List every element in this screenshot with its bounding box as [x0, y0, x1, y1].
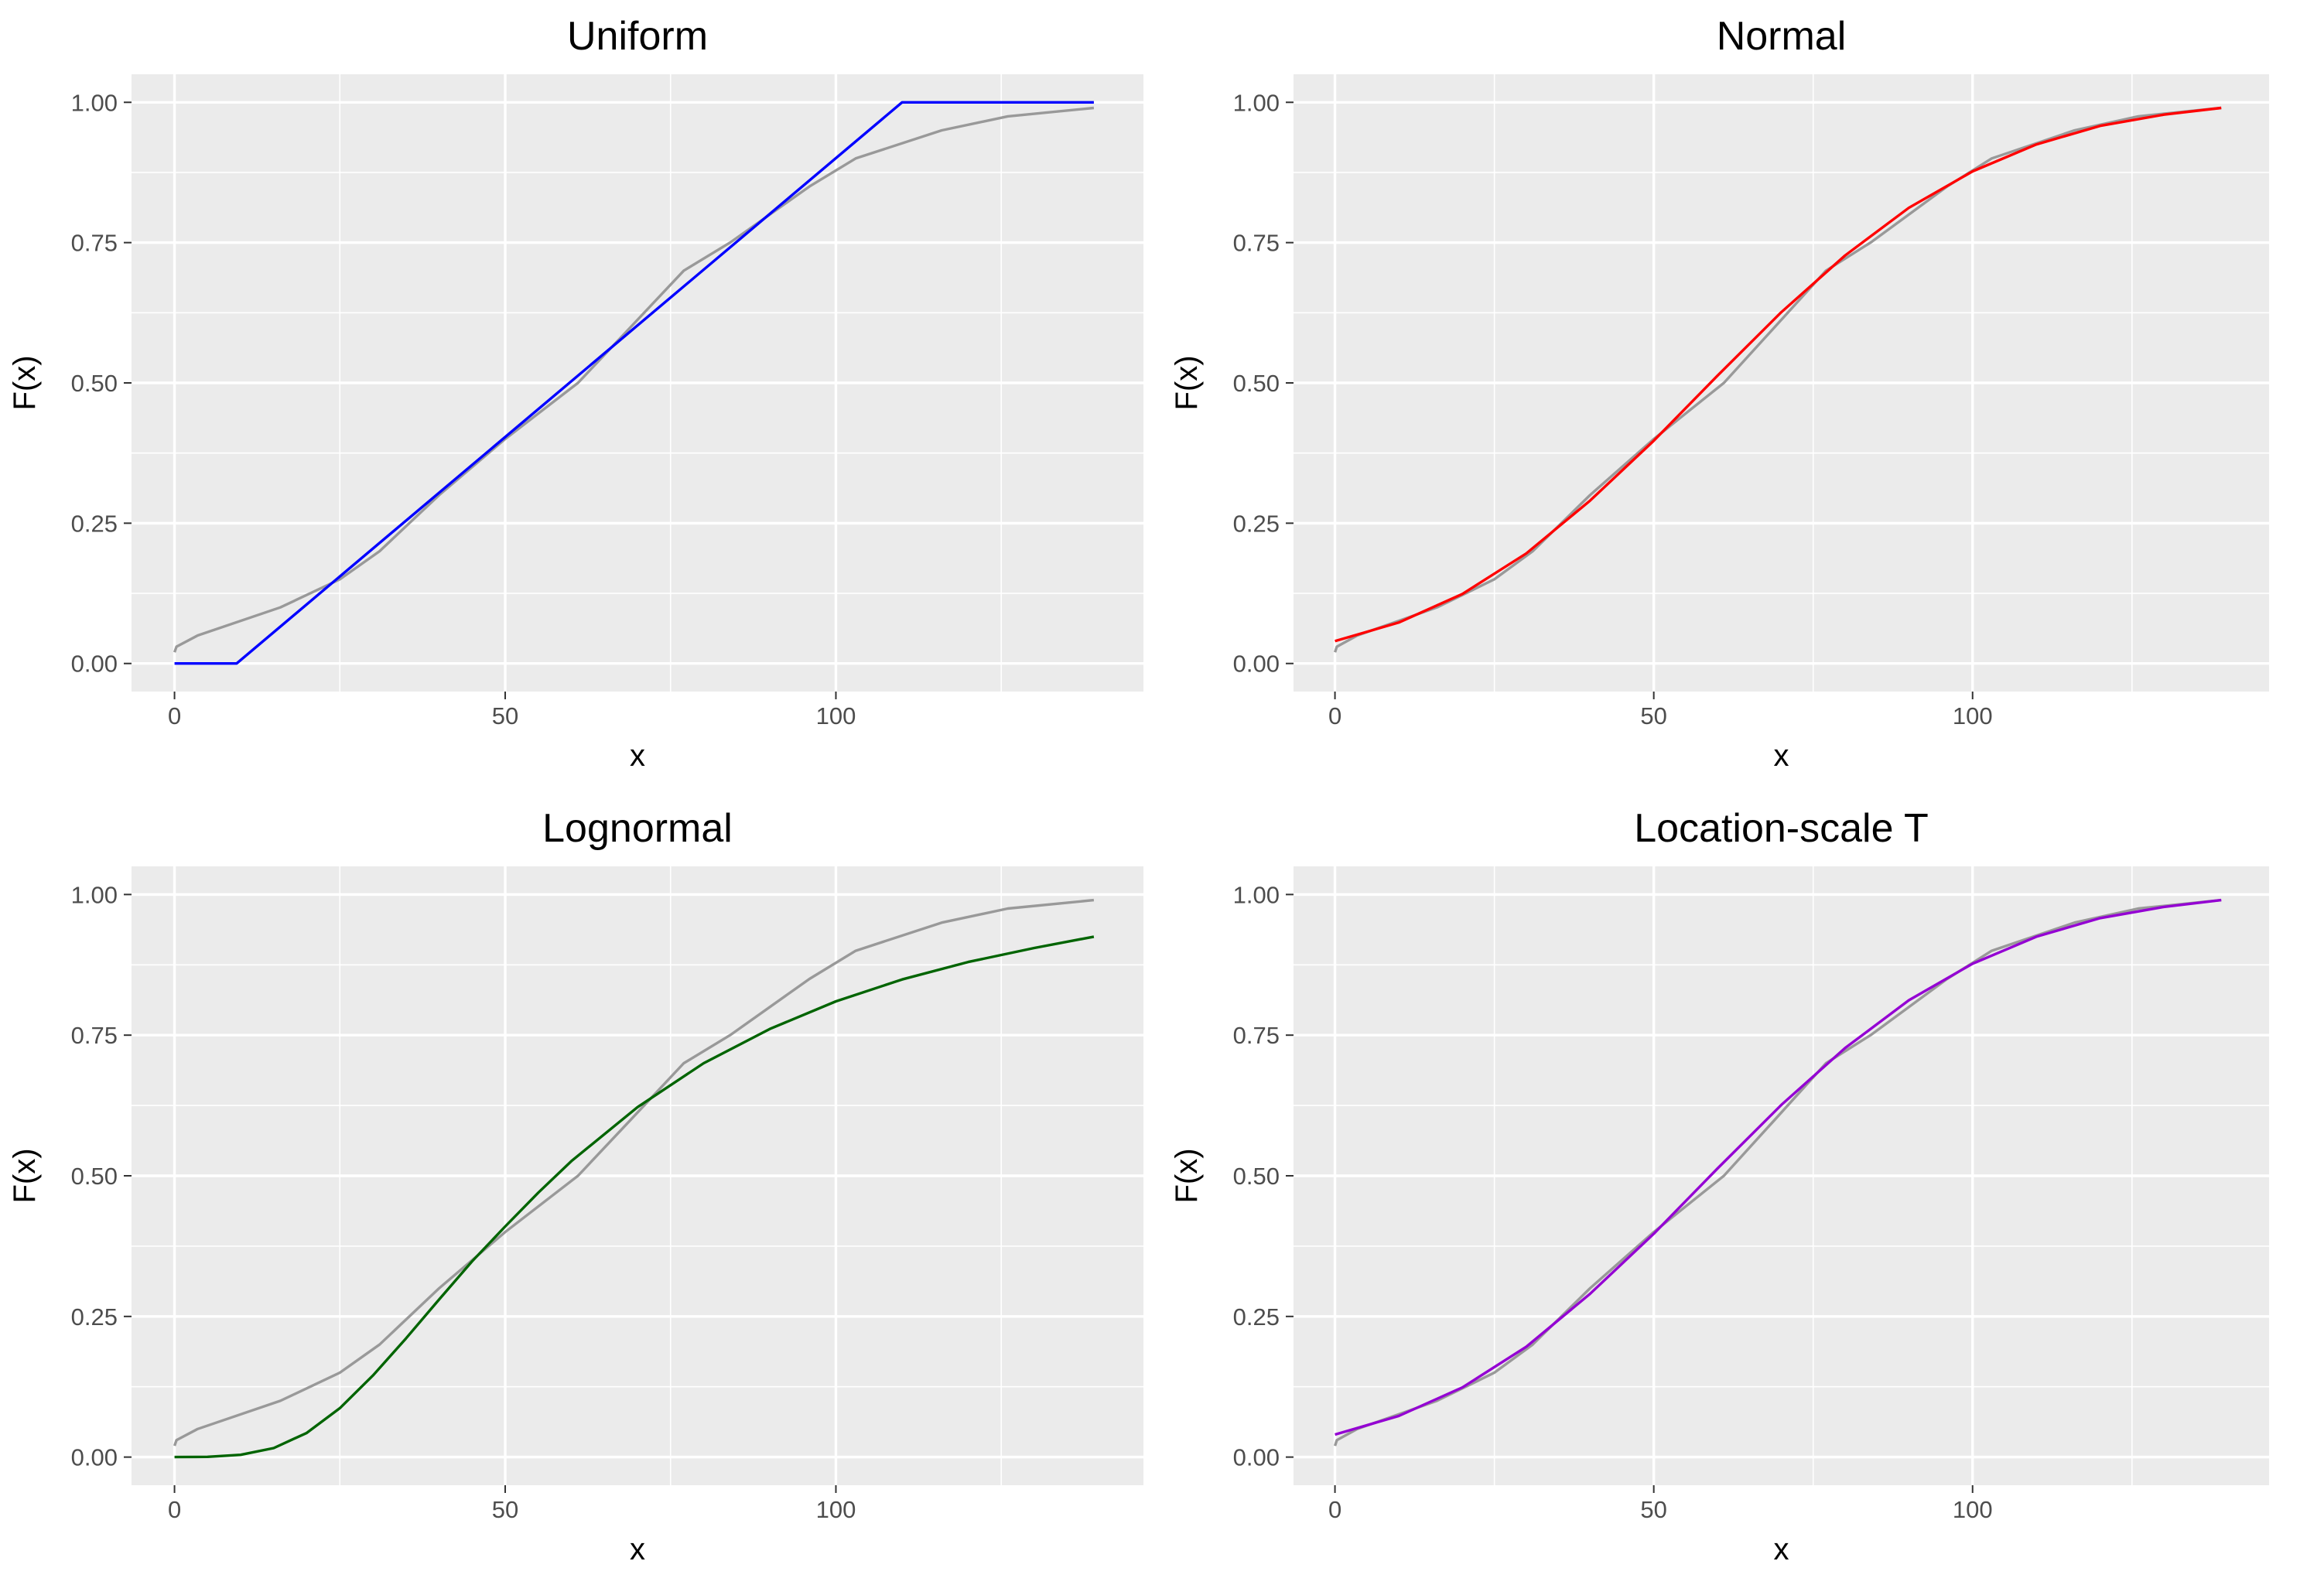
y-tick-label: 0.00 [71, 651, 118, 678]
series-line-empirical [173, 106, 1095, 653]
x-tick-label: 50 [492, 702, 518, 729]
y-tick-label: 0.75 [71, 1022, 118, 1049]
y-tick-label: 0.25 [1233, 1303, 1280, 1331]
x-tick-label: 100 [816, 1496, 856, 1523]
y-axis-label: F(x) [8, 1148, 42, 1203]
x-tick-label: 50 [492, 1496, 518, 1523]
series-line-fitted [1335, 106, 2222, 643]
x-tick-label: 0 [168, 702, 181, 729]
y-tick-label: 0.50 [1233, 370, 1280, 397]
x-tick-label: 50 [1640, 702, 1666, 729]
y-tick-label: 0.75 [1233, 230, 1280, 257]
x-tick-label: 0 [1328, 1496, 1341, 1523]
y-tick-label: 1.00 [1233, 89, 1280, 116]
y-tick-label: 0.75 [71, 230, 118, 257]
chart-title: Location-scale T [1634, 806, 1929, 851]
y-axis-label: F(x) [1170, 1148, 1204, 1203]
x-tick-label: 100 [816, 702, 856, 729]
y-axis-label: F(x) [8, 355, 42, 410]
x-axis-label: x [1774, 739, 1789, 773]
y-tick-label: 0.25 [1233, 510, 1280, 537]
y-tick-label: 0.00 [1233, 1444, 1280, 1471]
x-tick-label: 100 [1953, 1496, 1993, 1523]
chart-title: Uniform [567, 14, 708, 59]
y-tick-label: 0.75 [1233, 1022, 1280, 1049]
series-line-empirical [173, 898, 1095, 1447]
x-tick-label: 0 [168, 1496, 181, 1523]
y-tick-label: 0.00 [71, 1444, 118, 1471]
chart-panel-0: 0 50 100 0.00 0.25 0.50 0.75 1.00 Uniform x F(x) [8, 14, 1143, 773]
chart-panel-1: 0 50 100 0.00 0.25 0.50 0.75 1.00 Normal x F(x) [1170, 14, 2269, 773]
y-tick-label: 0.25 [71, 1303, 118, 1331]
y-tick-label: 1.00 [1233, 881, 1280, 908]
y-tick-label: 0.50 [71, 370, 118, 397]
x-tick-label: 50 [1640, 1496, 1666, 1523]
series-line-fitted [174, 101, 1094, 665]
chart-title: Normal [1717, 14, 1847, 59]
y-tick-label: 0.00 [1233, 651, 1280, 678]
chart-panel-2: 0 50 100 0.00 0.25 0.50 0.75 1.00 Lognormal x F(x) [8, 806, 1143, 1566]
chart-panel-3: 0 50 100 0.00 0.25 0.50 0.75 1.00 Location-scale… [1170, 806, 2269, 1566]
y-tick-label: 0.25 [71, 510, 118, 537]
y-tick-label: 1.00 [71, 89, 118, 116]
x-tick-label: 0 [1328, 702, 1341, 729]
x-axis-label: x [630, 1532, 645, 1566]
series-line-fitted [1335, 898, 2222, 1436]
y-axis-label: F(x) [1170, 355, 1204, 410]
y-tick-label: 0.50 [71, 1163, 118, 1190]
chart-title: Lognormal [542, 806, 733, 851]
x-tick-label: 100 [1953, 702, 1993, 729]
y-tick-label: 0.50 [1233, 1163, 1280, 1190]
series-line-fitted [174, 935, 1095, 1459]
x-axis-label: x [1774, 1532, 1789, 1566]
y-tick-label: 1.00 [71, 881, 118, 908]
x-axis-label: x [630, 739, 645, 773]
